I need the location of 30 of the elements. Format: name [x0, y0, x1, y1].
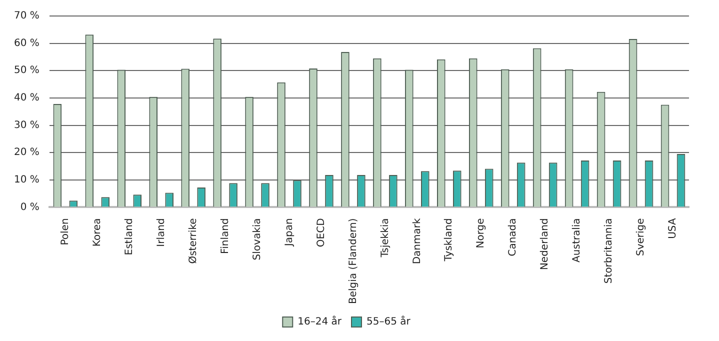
y-tick-label: 30 %: [14, 120, 40, 131]
x-tick-label: Østerrike: [188, 218, 199, 264]
x-tick-label: Korea: [92, 218, 103, 247]
y-tick-label: 50 %: [14, 65, 40, 76]
y-tick-label: 40 %: [14, 92, 40, 104]
y-tick-label: 10 %: [14, 174, 40, 186]
x-tick-label: Finland: [220, 218, 231, 254]
y-tick-label: 0 %: [20, 202, 40, 213]
legend-label: 55–65 år: [366, 316, 412, 328]
x-tick-label: Irland: [156, 218, 167, 247]
x-tick-label: Nederland: [540, 218, 551, 270]
x-tick-label: Slovakia: [252, 218, 263, 260]
x-tick-label: Australia: [572, 218, 583, 262]
x-tick-label: Danmark: [412, 218, 423, 264]
x-tick-label: Tyskland: [444, 218, 455, 262]
x-tick-label: Belgia (Flandern): [348, 218, 359, 304]
y-tick-label: 70 %: [14, 10, 40, 22]
x-tick-label: Norge: [476, 218, 487, 248]
x-tick-label: OECD: [316, 218, 327, 248]
x-tick-label: Tsjekkia: [380, 218, 391, 258]
x-tick-label: USA: [668, 218, 679, 239]
x-tick-label: Japan: [284, 218, 295, 248]
y-tick-label: 60 %: [14, 38, 40, 49]
y-tick-label: 20 %: [14, 147, 40, 158]
x-tick-label: Storbritannia: [604, 218, 615, 284]
legend-label: 16–24 år: [298, 316, 342, 328]
x-tick-label: Sverige: [636, 218, 647, 256]
x-tick-label: Canada: [508, 218, 519, 256]
x-tick-label: Polen: [60, 218, 71, 246]
x-tick-label: Estland: [124, 218, 135, 256]
